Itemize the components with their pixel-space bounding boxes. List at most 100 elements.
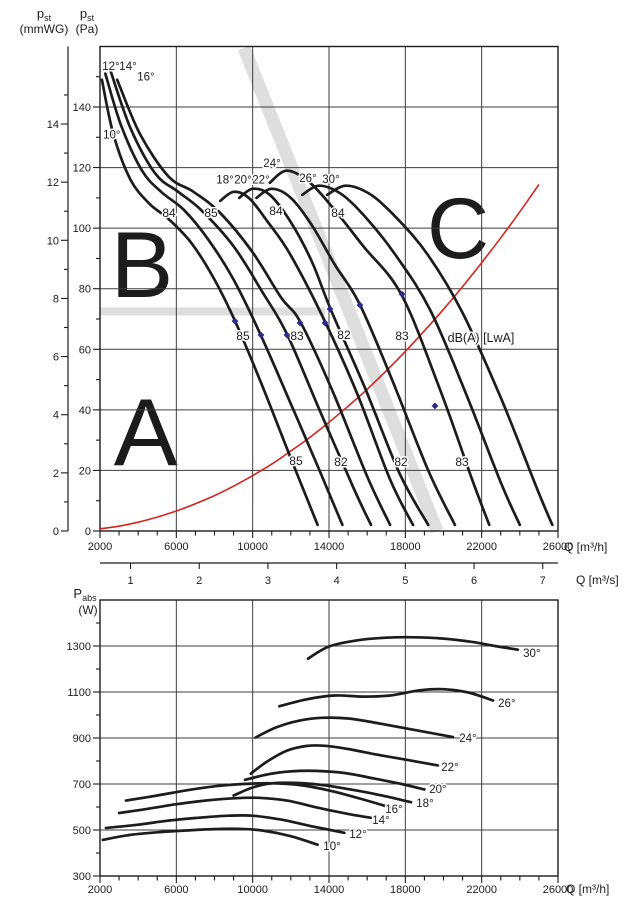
x-tick-label-top: 22000: [466, 541, 497, 553]
x-tick-label-bottom: 2000: [88, 884, 112, 896]
mmwg-tick-label: 6: [53, 352, 59, 364]
power-angle-label-12°: 12°: [349, 829, 366, 841]
w-tick-label: 500: [73, 825, 91, 837]
blade-angle-label-26°: 26°: [299, 173, 316, 185]
pa-tick-label: 140: [73, 102, 91, 114]
power-angle-label-10°: 10°: [323, 841, 340, 853]
noise-point-marker: [398, 290, 406, 298]
blade-angle-label-30°: 30°: [322, 174, 339, 186]
blade-angle-label-10°: 10°: [103, 129, 120, 141]
noise-level-label: 85: [236, 329, 250, 343]
noise-level-label: 82: [334, 455, 348, 469]
power-angle-label-26°: 26°: [498, 698, 515, 710]
power-curve-26°: [278, 687, 495, 708]
x-tick-label-top: 18000: [390, 541, 421, 553]
pa-tick-label: 40: [79, 405, 91, 417]
mmwg-tick-label: 10: [47, 235, 59, 247]
efficiency-zones-layer: AB C: [111, 181, 489, 486]
w-tick-label: 300: [73, 871, 91, 883]
x-axis-unit-bottom: Q [m³/h]: [566, 882, 609, 896]
blade-angle-label-18°: 18°: [216, 175, 233, 187]
blade-angle-label-12°: 12°: [102, 61, 119, 73]
pressure-curve-10°: [100, 78, 319, 527]
noise-level-label: 83: [290, 329, 304, 343]
zone-letter-B: B: [111, 212, 174, 317]
power-angle-label-30°: 30°: [523, 648, 540, 660]
x2-tick-label: 4: [334, 575, 340, 587]
noise-unit-label: dB(A) [LwA]: [448, 331, 515, 345]
noise-level-label: 82: [394, 455, 408, 469]
x2-tick-label: 6: [471, 575, 477, 587]
mmwg-tick-label: 8: [53, 293, 59, 305]
pa-tick-label: 120: [73, 163, 91, 175]
noise-level-label: 85: [289, 454, 303, 468]
blade-angle-label-14°: 14°: [119, 61, 136, 73]
noise-point-marker: [296, 319, 304, 327]
w-tick-label: 1300: [67, 641, 91, 653]
noise-point-marker: [231, 317, 239, 325]
y-axis-unit-mmwg: (mmWG): [20, 22, 69, 36]
pa-tick-label: 20: [79, 465, 91, 477]
noise-level-label: 84: [269, 204, 283, 218]
x2-tick-label: 5: [402, 575, 408, 587]
blade-angle-label-22°: 22°: [252, 175, 269, 187]
x-axis-unit-top: Q [m³/h]: [564, 540, 607, 554]
noise-point-marker: [257, 331, 265, 339]
x-tick-label-bottom: 26000: [543, 884, 574, 896]
labels-layer: 10°12° 14°16°18° 20° 22°24°26° 30°84 85 84 8485…: [101, 60, 542, 855]
mmwg-tick-label: 4: [53, 410, 59, 422]
y-axis-unit-w: (W): [78, 603, 97, 617]
noise-level-label: 84: [162, 206, 176, 220]
y-axis-title-pa: pst: [80, 6, 95, 23]
x-tick-label-top: 2000: [88, 541, 112, 553]
pressure-curve-22°: [255, 187, 457, 527]
pressure-curve-30°: [325, 184, 554, 527]
noise-level-label: 85: [204, 206, 218, 220]
x2-tick-label: 3: [265, 575, 271, 587]
mmwg-tick-label: 12: [47, 177, 59, 189]
noise-level-label: 83: [395, 329, 409, 343]
x-tick-label-bottom: 22000: [466, 884, 497, 896]
pa-tick-label: 80: [79, 284, 91, 296]
pressure-curve-14°: [109, 69, 373, 527]
power-curve-16°: [124, 781, 392, 809]
power-angle-label-24°: 24°: [459, 733, 476, 745]
x-tick-label-top: 6000: [164, 541, 188, 553]
power-curve-22°: [249, 744, 440, 775]
x2-tick-label: 1: [127, 575, 133, 587]
pa-tick-label: 0: [85, 526, 91, 538]
mmwg-tick-label: 2: [53, 468, 59, 480]
zone-letter-A: A: [114, 380, 178, 487]
x-tick-label-bottom: 14000: [314, 884, 345, 896]
power-curve-20°: [243, 769, 426, 791]
noise-point-marker: [356, 301, 364, 309]
pressure-curve-24°: [268, 169, 491, 527]
power-curve-10°: [101, 827, 319, 847]
power-curve-14°: [117, 796, 373, 820]
x-tick-label-top: 26000: [543, 541, 574, 553]
y-axis-title-mmwg: pst: [37, 6, 52, 23]
w-tick-label: 700: [73, 779, 91, 791]
power-curve-18°: [232, 781, 413, 804]
pressure-curve-12°: [103, 72, 344, 527]
power-angle-label-16°: 16°: [385, 804, 402, 816]
x2-tick-label: 7: [540, 575, 546, 587]
pressure-curve-16°: [115, 78, 392, 527]
power-curve-30°: [306, 635, 520, 660]
y-axis-unit-pa: (Pa): [76, 22, 99, 36]
selection-band-diagonal: [237, 45, 444, 534]
blade-angle-label-20°: 20°: [234, 175, 251, 187]
noise-markers-layer: [231, 290, 439, 410]
selection-band-horizontal: [100, 307, 326, 316]
selection-bands-layer: [100, 45, 444, 534]
power-angle-label-22°: 22°: [441, 762, 458, 774]
x-tick-label-bottom: 18000: [390, 884, 421, 896]
x-tick-label-top: 10000: [237, 541, 268, 553]
pressure-curve-20°: [237, 187, 430, 527]
power-angle-label-18°: 18°: [416, 798, 433, 810]
pressure-curve-18°: [218, 190, 415, 527]
power-curve-24°: [254, 716, 455, 739]
noise-point-marker: [326, 305, 334, 313]
